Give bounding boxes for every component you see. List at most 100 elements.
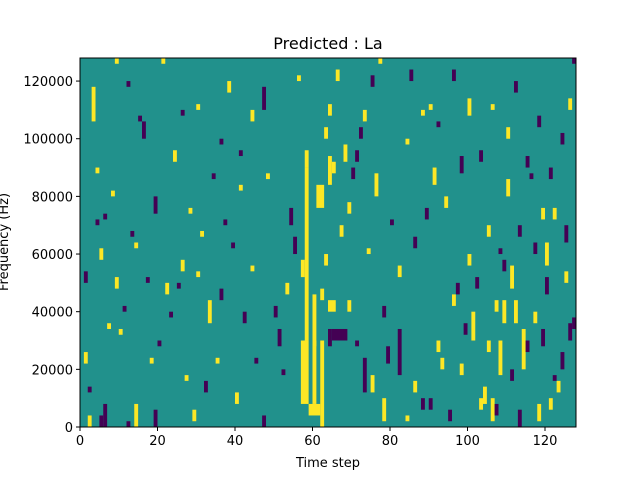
y-tick-label: 0 xyxy=(65,421,73,436)
heatmap-cell xyxy=(196,104,201,110)
heatmap-cell xyxy=(169,311,174,318)
heatmap-cell xyxy=(560,352,565,370)
heatmap-cell xyxy=(490,104,495,110)
heatmap-cell xyxy=(328,328,332,347)
heatmap-cell xyxy=(91,86,96,122)
heatmap-cell xyxy=(331,161,336,174)
heatmap-cell xyxy=(227,81,232,93)
heatmap-cell xyxy=(413,236,418,249)
heatmap-cell xyxy=(304,150,309,168)
heatmap-cell xyxy=(421,398,425,410)
heatmap-cell xyxy=(552,375,557,381)
heatmap-cell xyxy=(266,173,270,180)
heatmap-cell xyxy=(479,398,484,410)
heatmap-cell xyxy=(83,352,88,364)
heatmap-cell xyxy=(324,254,329,266)
heatmap-cell xyxy=(184,375,189,381)
heatmap-cell xyxy=(238,184,243,191)
heatmap-cell xyxy=(83,271,88,283)
x-axis-title: Time step xyxy=(295,456,360,471)
heatmap-cell xyxy=(533,242,538,255)
heatmap-cell xyxy=(386,346,391,364)
heatmap-cell xyxy=(180,109,185,116)
heatmap-cell xyxy=(413,380,418,393)
heatmap-cell xyxy=(134,242,139,249)
heatmap-cell xyxy=(219,288,224,301)
heatmap-cell xyxy=(405,138,410,145)
heatmap-cell xyxy=(572,317,577,329)
heatmap-cell xyxy=(304,167,309,341)
heatmap-cell xyxy=(374,173,379,197)
heatmap-cell xyxy=(355,340,360,347)
heatmap-cell xyxy=(87,386,92,393)
y-tick-label: 40000 xyxy=(32,306,73,321)
heatmap-cell xyxy=(118,328,123,335)
heatmap-cell xyxy=(397,328,402,376)
heatmap-cell xyxy=(517,409,522,427)
heatmap-cell xyxy=(262,86,267,110)
heatmap-cell xyxy=(126,421,131,427)
heatmap-cell xyxy=(568,323,573,341)
heatmap-cell xyxy=(145,277,150,283)
heatmap-cell xyxy=(231,242,236,249)
heatmap-cell xyxy=(510,265,515,289)
heatmap-cell xyxy=(506,127,511,139)
heatmap-cell xyxy=(173,150,177,162)
y-tick-label: 20000 xyxy=(32,363,73,378)
x-tick-label: 120 xyxy=(533,434,558,449)
heatmap-cell xyxy=(494,403,499,416)
heatmap-cell xyxy=(281,369,286,376)
heatmap-cell xyxy=(366,248,371,255)
heatmap-cell xyxy=(153,409,158,427)
heatmap-cell xyxy=(324,127,329,139)
heatmap-cell xyxy=(428,104,433,110)
heatmap-cell xyxy=(103,403,108,427)
heatmap-cell xyxy=(111,190,115,197)
heatmap-cell xyxy=(552,207,557,220)
heatmap-cell xyxy=(541,207,546,220)
heatmap-cell xyxy=(122,305,127,312)
heatmap-cell xyxy=(494,300,499,312)
heatmap-cell xyxy=(471,311,476,341)
x-tick-label: 60 xyxy=(304,434,321,449)
heatmap-cell xyxy=(455,282,460,295)
heatmap-cell xyxy=(312,294,317,347)
heatmap-cell xyxy=(514,300,518,324)
heatmap-cell xyxy=(157,340,162,347)
heatmap-cell xyxy=(273,305,278,318)
heatmap-cell xyxy=(297,75,301,82)
heatmap-cell xyxy=(490,398,495,422)
y-axis: 0 20000 40000 60000 80000 100000 120000 xyxy=(23,75,80,436)
heatmap-cell xyxy=(521,328,526,370)
heatmap-cell xyxy=(153,196,158,214)
heatmap-cell xyxy=(285,282,290,295)
heatmap-cell xyxy=(370,375,375,393)
heatmap-cell xyxy=(300,259,305,278)
heatmap-cell xyxy=(114,277,119,289)
heatmap-cell xyxy=(99,415,104,427)
heatmap-cell xyxy=(483,386,487,404)
heatmap-cell xyxy=(250,109,255,122)
heatmap-cell xyxy=(564,225,569,243)
heatmap-cell xyxy=(95,167,100,174)
heatmap-cell xyxy=(533,311,538,324)
heatmap-cell xyxy=(355,150,360,162)
heatmap-cell xyxy=(436,121,441,128)
heatmap-cell xyxy=(502,300,507,324)
heatmap-cell xyxy=(537,403,542,422)
heatmap-cell xyxy=(99,248,104,260)
heatmap-cell xyxy=(428,398,433,410)
heatmap-cell xyxy=(308,403,321,416)
x-tick-label: 80 xyxy=(382,434,399,449)
heatmap-cell xyxy=(134,403,139,427)
heatmap-cell xyxy=(254,357,259,364)
x-tick-label: 0 xyxy=(76,434,84,449)
heatmap-cell xyxy=(130,230,135,237)
heatmap-cell xyxy=(424,207,429,220)
heatmap-cell xyxy=(149,357,154,364)
heatmap-cells xyxy=(83,58,577,427)
heatmap-cell xyxy=(525,340,530,353)
heatmap-cell xyxy=(514,81,518,93)
y-tick-label: 120000 xyxy=(23,75,73,90)
